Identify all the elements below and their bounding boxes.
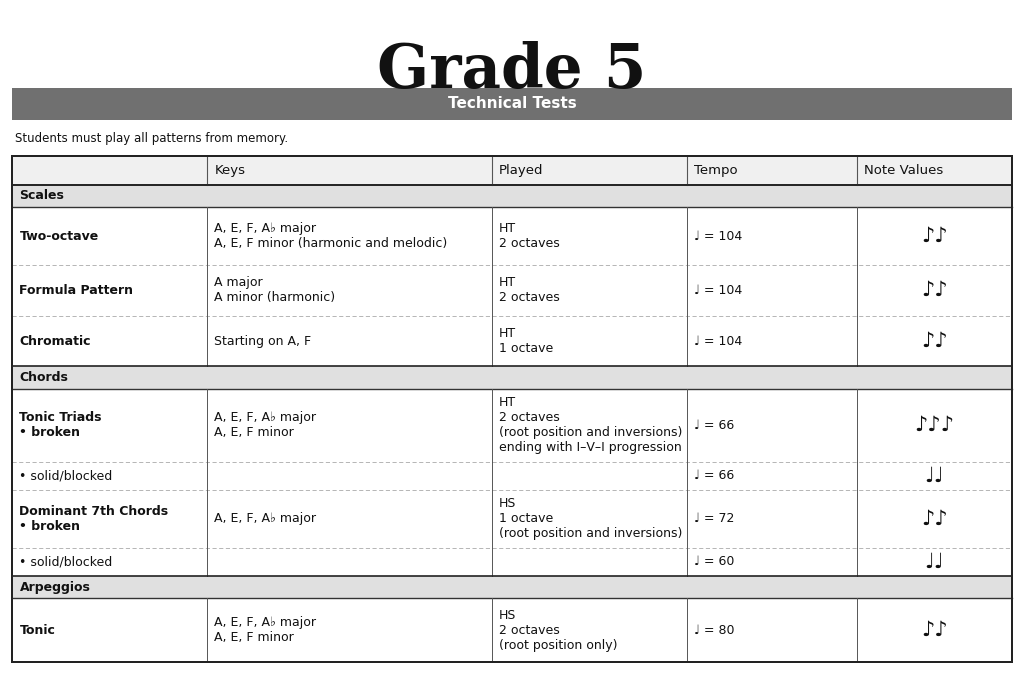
Text: ♪♪: ♪♪	[921, 620, 947, 640]
Text: A, E, F, A♭ major: A, E, F, A♭ major	[214, 512, 316, 525]
Text: ♩ = 104: ♩ = 104	[694, 284, 742, 297]
Text: • solid/blocked: • solid/blocked	[19, 555, 113, 568]
Text: HT
2 octaves: HT 2 octaves	[499, 222, 560, 250]
Text: ♪♪: ♪♪	[921, 331, 947, 351]
Text: ♩ = 80: ♩ = 80	[694, 623, 734, 637]
Text: Technical Tests: Technical Tests	[447, 96, 577, 111]
Text: ♩ = 104: ♩ = 104	[694, 230, 742, 243]
Text: Chords: Chords	[19, 371, 69, 384]
Text: Tempo: Tempo	[694, 164, 737, 177]
Bar	[12, 367, 1012, 389]
Bar	[12, 156, 1012, 662]
Text: Keys: Keys	[214, 164, 246, 177]
Text: ♩ = 66: ♩ = 66	[694, 469, 734, 482]
Text: • solid/blocked: • solid/blocked	[19, 469, 113, 482]
Text: Dominant 7th Chords
• broken: Dominant 7th Chords • broken	[19, 505, 169, 532]
Bar	[12, 88, 1012, 120]
Text: A, E, F, A♭ major
A, E, F minor: A, E, F, A♭ major A, E, F minor	[214, 616, 316, 644]
Text: Two-octave: Two-octave	[19, 230, 98, 243]
Text: HS
1 octave
(root position and inversions): HS 1 octave (root position and inversion…	[499, 497, 683, 541]
Text: Scales: Scales	[19, 189, 65, 202]
Text: ♩♩: ♩♩	[925, 552, 944, 572]
Text: Starting on A, F: Starting on A, F	[214, 334, 311, 348]
Text: ♩ = 66: ♩ = 66	[694, 419, 734, 432]
Text: Chromatic: Chromatic	[19, 334, 91, 348]
Text: ♩ = 60: ♩ = 60	[694, 555, 734, 568]
Bar	[12, 576, 1012, 599]
Text: ♪♪♪: ♪♪♪	[914, 415, 954, 435]
Text: ♪♪: ♪♪	[921, 226, 947, 246]
Text: ♩ = 72: ♩ = 72	[694, 512, 734, 525]
Bar	[12, 156, 1012, 185]
Text: Note Values: Note Values	[864, 164, 943, 177]
Text: ♩♩: ♩♩	[925, 466, 944, 486]
Text: ♪♪: ♪♪	[921, 509, 947, 528]
Text: HT
2 octaves
(root position and inversions)
ending with I–V–I progression: HT 2 octaves (root position and inversio…	[499, 396, 683, 454]
Text: HT
2 octaves: HT 2 octaves	[499, 276, 560, 305]
Text: Formula Pattern: Formula Pattern	[19, 284, 133, 297]
Text: Tonic: Tonic	[19, 623, 55, 637]
Text: HS
2 octaves
(root position only): HS 2 octaves (root position only)	[499, 609, 617, 652]
Text: HT
1 octave: HT 1 octave	[499, 327, 553, 355]
Text: A, E, F, A♭ major
A, E, F minor (harmonic and melodic): A, E, F, A♭ major A, E, F minor (harmoni…	[214, 222, 447, 250]
Text: ♩ = 104: ♩ = 104	[694, 334, 742, 348]
Text: A, E, F, A♭ major
A, E, F minor: A, E, F, A♭ major A, E, F minor	[214, 411, 316, 439]
Text: Played: Played	[499, 164, 544, 177]
Text: ♪♪: ♪♪	[921, 280, 947, 301]
Text: Tonic Triads
• broken: Tonic Triads • broken	[19, 411, 102, 439]
Text: Grade 5: Grade 5	[377, 40, 647, 101]
Text: A major
A minor (harmonic): A major A minor (harmonic)	[214, 276, 336, 305]
Text: Arpeggios: Arpeggios	[19, 580, 90, 594]
Bar	[12, 185, 1012, 207]
Bar	[12, 156, 1012, 662]
Text: Students must play all patterns from memory.: Students must play all patterns from mem…	[15, 131, 289, 145]
